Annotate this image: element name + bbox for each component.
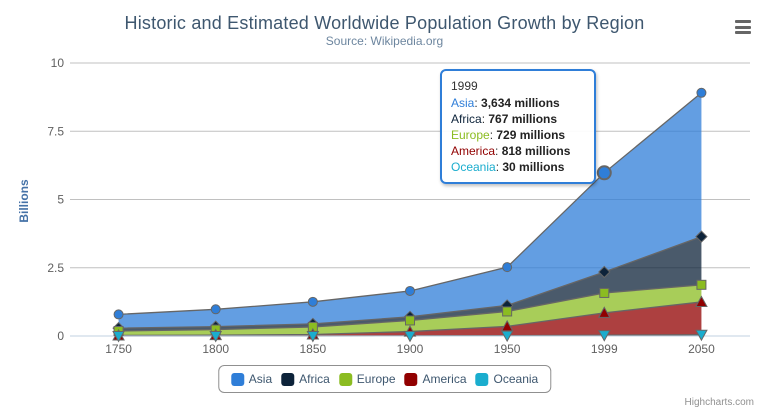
tooltip-row-africa: Africa: 767 millions (451, 112, 558, 126)
y-axis-label-5: 5 (57, 193, 64, 207)
marker-oceania-1950[interactable] (500, 330, 514, 343)
tooltip-series-value: 729 millions (496, 128, 566, 142)
marker-asia-1950[interactable] (502, 262, 513, 273)
marker-europe-1950[interactable] (502, 306, 513, 317)
legend-item-africa[interactable]: Africa (281, 372, 330, 386)
marker-hovered-asia-1999[interactable] (596, 165, 612, 181)
area-africa[interactable] (118, 236, 702, 332)
legend-label: Oceania (493, 372, 539, 386)
legend-symbol-europe (338, 372, 352, 386)
legend-label: Africa (299, 372, 330, 386)
x-axis-label-1800: 1800 (202, 342, 229, 356)
x-axis-label-1999: 1999 (591, 342, 618, 356)
tooltip-series-value: 3,634 millions (481, 96, 560, 110)
marker-europe-2050[interactable] (696, 279, 707, 290)
tooltip-series-label: America (451, 144, 496, 158)
credits-link[interactable]: Highcharts.com (684, 397, 754, 408)
legend-item-america[interactable]: America (404, 372, 467, 386)
legend-symbol-oceania (475, 372, 489, 386)
tooltip-header: 1999 (451, 79, 478, 93)
tooltip-series-label: Africa (451, 112, 482, 126)
marker-asia-1900[interactable] (405, 285, 415, 296)
legend-label: Europe (356, 372, 396, 386)
marker-oceania-1800[interactable] (209, 330, 223, 343)
marker-africa-2050[interactable] (695, 230, 708, 243)
y-axis-label-10: 10 (51, 56, 65, 70)
tooltip-row-america: America: 818 millions (451, 144, 571, 158)
area-america[interactable] (118, 301, 702, 336)
marker-oceania-2050[interactable] (695, 329, 708, 342)
tooltip-series-label: Asia (451, 96, 475, 110)
context-menu-button[interactable] (734, 20, 752, 36)
legend-item-asia[interactable]: Asia (230, 372, 273, 386)
marker-america-1999[interactable] (597, 306, 611, 318)
tooltip: 1999 Asia: 3,634 millions Africa: 767 mil… (440, 69, 596, 184)
y-axis-label-7.5: 7.5 (47, 124, 64, 138)
marker-america-2050[interactable] (695, 295, 708, 307)
area-asia[interactable] (118, 92, 702, 329)
x-axis-label-1900: 1900 (397, 342, 424, 356)
marker-asia-1850[interactable] (307, 296, 318, 307)
marker-asia-1750[interactable] (113, 309, 124, 320)
legend-symbol-america (404, 372, 418, 386)
chart-title: Historic and Estimated Worldwide Populat… (124, 13, 645, 33)
marker-asia-1800[interactable] (210, 304, 221, 315)
marker-europe-1999[interactable] (599, 287, 610, 298)
tooltip-series-value: 30 millions (502, 160, 565, 174)
x-axis-label-2050: 2050 (688, 342, 715, 356)
tooltip-series-label: Oceania (451, 160, 496, 174)
y-axis-title: Billions (17, 179, 31, 223)
y-axis-label-0: 0 (57, 329, 64, 343)
x-axis-label-1850: 1850 (300, 342, 327, 356)
legend-symbol-africa (281, 372, 295, 386)
marker-africa-1999[interactable] (598, 265, 611, 279)
x-axis-label-1750: 1750 (105, 342, 132, 356)
marker-europe-1900[interactable] (405, 315, 415, 326)
tooltip-row-asia: Asia: 3,634 millions (451, 96, 560, 110)
x-axis-label-1950: 1950 (494, 342, 521, 356)
tooltip-series-label: Europe (451, 128, 490, 142)
legend-label: Asia (248, 372, 273, 386)
tooltip-row-oceania: Oceania: 30 millions (451, 160, 565, 174)
hamburger-icon (734, 20, 752, 34)
legend-label: America (422, 372, 467, 386)
tooltip-series-value: 818 millions (501, 144, 571, 158)
legend: Asia Africa Europe America Oceania (217, 365, 552, 393)
y-axis-label-2.5: 2.5 (47, 261, 64, 275)
legend-item-oceania[interactable]: Oceania (475, 372, 539, 386)
chart-subtitle: Source: Wikipedia.org (325, 34, 444, 48)
legend-symbol-asia (230, 372, 244, 386)
marker-oceania-1900[interactable] (403, 330, 417, 343)
marker-oceania-1750[interactable] (112, 330, 125, 343)
marker-oceania-1850[interactable] (306, 330, 320, 343)
legend-item-europe[interactable]: Europe (338, 372, 396, 386)
marker-asia-2050[interactable] (696, 87, 707, 98)
tooltip-series-value: 767 millions (488, 112, 558, 126)
tooltip-row-europe: Europe: 729 millions (451, 128, 566, 142)
marker-oceania-1999[interactable] (597, 330, 611, 342)
